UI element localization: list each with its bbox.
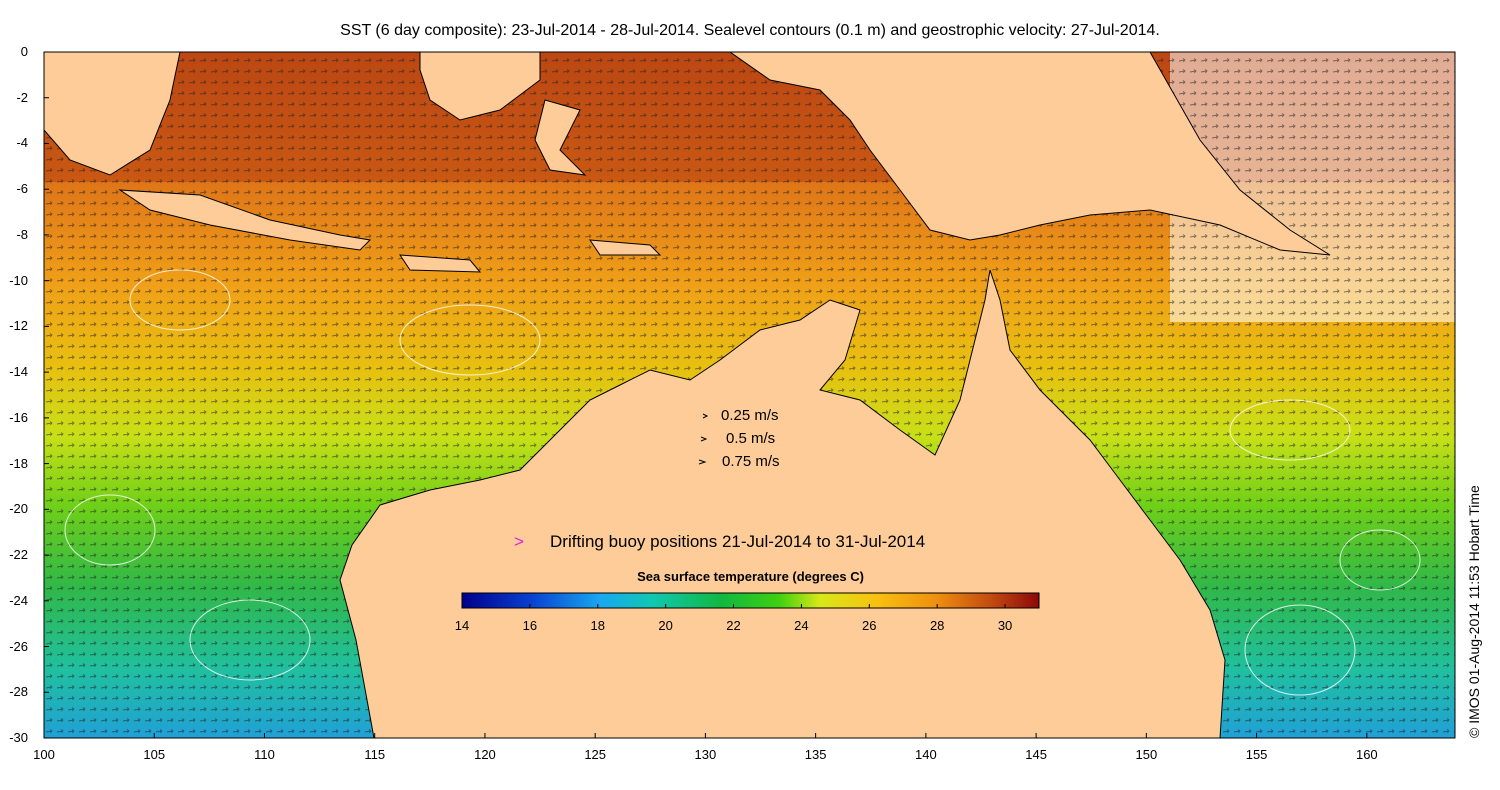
- x-tick-label: 110: [254, 747, 275, 762]
- x-tick-label: 160: [1355, 747, 1378, 762]
- y-tick-label: -6: [16, 181, 28, 197]
- y-tick-label: -8: [16, 226, 28, 242]
- y-tick-label: -24: [9, 592, 28, 608]
- land-sumbawa: [399, 254, 482, 273]
- x-tick-label: 130: [694, 747, 717, 762]
- land-masses: [44, 52, 1331, 738]
- x-tick-label: 120: [474, 747, 496, 762]
- colorbar-tick-label: 28: [929, 618, 945, 633]
- y-tick-label: -20: [9, 501, 28, 517]
- y-tick-label: -18: [9, 455, 28, 471]
- land-australia: [339, 269, 1226, 738]
- colorbar-tick-label: 18: [590, 618, 605, 633]
- y-tick-label: -28: [9, 684, 28, 700]
- y-tick-label: -2: [16, 89, 28, 105]
- buoy-legend: Drifting buoy positions 21-Jul-2014 to 3…: [550, 532, 926, 551]
- velocity-label-0-5: 0.5 m/s: [726, 430, 776, 447]
- y-tick-label: -10: [9, 272, 28, 288]
- velocity-label-0-25: 0.25 m/s: [721, 407, 779, 424]
- y-tick-label: -26: [9, 638, 28, 654]
- y-tick-label: -16: [9, 409, 28, 425]
- x-tick-label: 115: [364, 747, 386, 762]
- map-frame: [43, 51, 1456, 739]
- colorbar-tick-label: 14: [454, 618, 470, 633]
- colorbar-tick-label: 20: [658, 618, 673, 633]
- y-tick-label: 0: [20, 44, 28, 59]
- y-tick-label: -12: [9, 318, 28, 334]
- colorbar-tick-marks: [461, 604, 1006, 608]
- buoy-marker-icon: >: [514, 532, 524, 551]
- land-borneo: [419, 52, 541, 121]
- colorbar: [461, 592, 1040, 609]
- colorbar-tick-label: 16: [522, 618, 538, 633]
- x-tick-label: 140: [915, 747, 937, 762]
- map-title: SST (6 day composite): 23-Jul-2014 - 28-…: [340, 22, 1160, 39]
- y-tick-label: -30: [9, 730, 28, 745]
- axis-tick-marks: [43, 51, 1368, 739]
- x-tick-label: 125: [584, 747, 607, 762]
- x-tick-label: 145: [1025, 747, 1047, 762]
- colorbar-tick-label: 22: [726, 618, 741, 633]
- colorbar-tick-label: 30: [997, 618, 1013, 633]
- x-tick-label: 135: [804, 747, 827, 762]
- land-sulawesi: [534, 99, 587, 176]
- x-tick-label: 150: [1135, 747, 1158, 762]
- x-tick-label: 105: [143, 747, 166, 762]
- x-tick-label: 155: [1245, 747, 1268, 762]
- land-sumatra: [44, 52, 181, 176]
- colorbar-tick-label: 24: [794, 618, 809, 633]
- colorbar-title: Sea surface temperature (degrees C): [637, 569, 864, 584]
- y-tick-label: -14: [9, 364, 28, 380]
- land-java: [118, 189, 372, 251]
- colorbar-tick-label: 26: [862, 618, 877, 633]
- x-tick-label: 100: [33, 747, 55, 762]
- credit-text: © IMOS 01-Aug-2014 11:53 Hobart Time: [1466, 485, 1482, 738]
- sealevel-contours: [64, 269, 1421, 696]
- velocity-label-0-75: 0.75 m/s: [722, 453, 780, 470]
- velocity-legend-arrows: [698, 413, 709, 465]
- y-tick-label: -4: [16, 135, 28, 151]
- y-tick-label: -22: [9, 547, 28, 563]
- land-timor: [589, 239, 662, 256]
- land-new-guinea: [729, 52, 1331, 256]
